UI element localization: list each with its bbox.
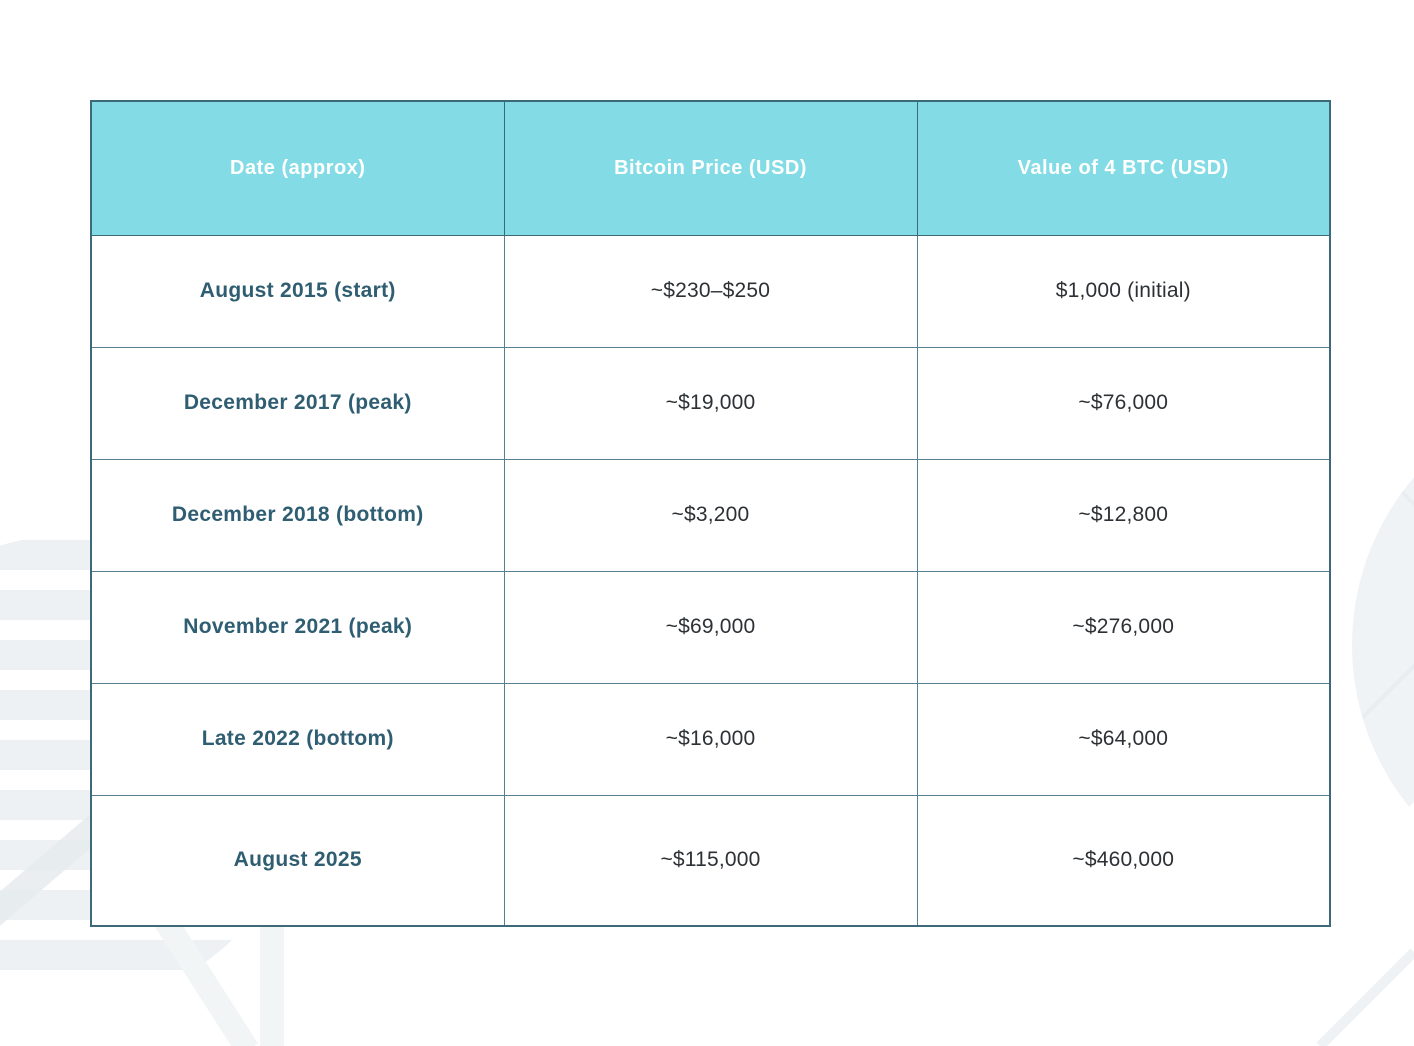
date-cell: Late 2022 (bottom) bbox=[90, 682, 505, 796]
price-cell: ~$3,200 bbox=[503, 458, 918, 572]
date-cell: December 2018 (bottom) bbox=[90, 458, 505, 572]
column-header-price: Bitcoin Price (USD) bbox=[503, 100, 918, 236]
btc-price-table: Date (approx) Bitcoin Price (USD) Value … bbox=[90, 100, 1331, 927]
date-cell: November 2021 (peak) bbox=[90, 570, 505, 684]
price-cell: ~$230–$250 bbox=[503, 234, 918, 348]
table-row: December 2017 (peak) ~$19,000 ~$76,000 bbox=[90, 346, 1331, 460]
value-cell: $1,000 (initial) bbox=[916, 234, 1331, 348]
value-cell: ~$64,000 bbox=[916, 682, 1331, 796]
price-cell: ~$19,000 bbox=[503, 346, 918, 460]
table-row: December 2018 (bottom) ~$3,200 ~$12,800 bbox=[90, 458, 1331, 572]
column-header-value: Value of 4 BTC (USD) bbox=[916, 100, 1331, 236]
value-cell: ~$460,000 bbox=[916, 794, 1331, 927]
price-cell: ~$115,000 bbox=[503, 794, 918, 927]
date-cell: December 2017 (peak) bbox=[90, 346, 505, 460]
value-cell: ~$276,000 bbox=[916, 570, 1331, 684]
header-row: Date (approx) Bitcoin Price (USD) Value … bbox=[90, 100, 1331, 236]
circle-watermark bbox=[1316, 387, 1414, 1046]
date-cell: August 2015 (start) bbox=[90, 234, 505, 348]
table-row: August 2015 (start) ~$230–$250 $1,000 (i… bbox=[90, 234, 1331, 348]
table-row: August 2025 ~$115,000 ~$460,000 bbox=[90, 794, 1331, 927]
table-row: November 2021 (peak) ~$69,000 ~$276,000 bbox=[90, 570, 1331, 684]
table-body: August 2015 (start) ~$230–$250 $1,000 (i… bbox=[90, 234, 1331, 927]
value-cell: ~$76,000 bbox=[916, 346, 1331, 460]
table-row: Late 2022 (bottom) ~$16,000 ~$64,000 bbox=[90, 682, 1331, 796]
date-cell: August 2025 bbox=[90, 794, 505, 927]
price-cell: ~$69,000 bbox=[503, 570, 918, 684]
price-cell: ~$16,000 bbox=[503, 682, 918, 796]
table-header: Date (approx) Bitcoin Price (USD) Value … bbox=[90, 100, 1331, 236]
value-cell: ~$12,800 bbox=[916, 458, 1331, 572]
column-header-date: Date (approx) bbox=[90, 100, 505, 236]
